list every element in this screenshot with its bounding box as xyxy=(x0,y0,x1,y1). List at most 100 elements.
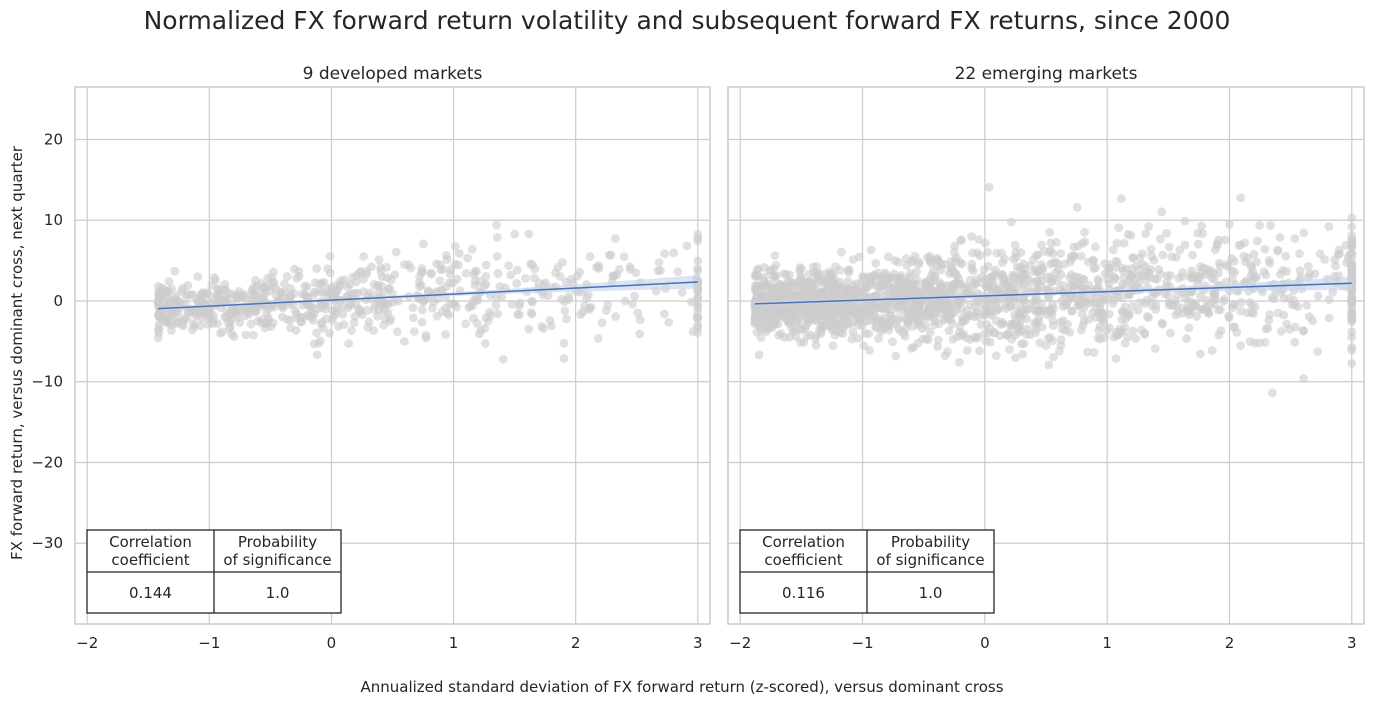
scatter-point xyxy=(1279,310,1289,320)
scatter-point xyxy=(928,266,938,276)
scatter-point xyxy=(848,255,858,264)
scatter-point xyxy=(461,268,471,278)
scatter-point xyxy=(1324,295,1334,305)
scatter-point xyxy=(528,297,537,307)
scatter-point xyxy=(1007,217,1016,227)
scatter-point xyxy=(1056,317,1066,327)
scatter-point xyxy=(593,334,603,343)
scatter-point xyxy=(1142,295,1152,305)
scatter-point xyxy=(256,279,266,288)
scatter-point xyxy=(154,328,164,338)
scatter-point xyxy=(620,296,630,306)
x-tick-label: −1 xyxy=(851,634,873,652)
scatter-point xyxy=(982,301,992,311)
scatter-point xyxy=(1104,268,1114,278)
scatter-point xyxy=(1275,233,1285,242)
scatter-point xyxy=(1214,330,1224,340)
scatter-point xyxy=(874,334,883,343)
scatter-point xyxy=(183,280,193,290)
scatter-point xyxy=(1347,358,1357,368)
x-tick-label: −1 xyxy=(198,634,220,652)
scatter-point xyxy=(417,267,427,277)
scatter-point xyxy=(793,281,803,290)
scatter-point xyxy=(480,323,490,333)
scatter-point xyxy=(1046,238,1056,248)
y-tick-label: −30 xyxy=(31,534,63,552)
scatter-point xyxy=(1142,312,1152,321)
scatter-point xyxy=(209,273,219,282)
scatter-point xyxy=(1009,279,1019,289)
scatter-point xyxy=(510,229,520,239)
scatter-point xyxy=(940,351,950,361)
scatter-point xyxy=(452,274,462,284)
scatter-point xyxy=(1133,305,1143,315)
scatter-point xyxy=(924,312,933,322)
scatter-point xyxy=(1114,223,1124,233)
scatter-point xyxy=(983,247,993,257)
scatter-point xyxy=(783,315,793,324)
scatter-point xyxy=(1178,272,1188,282)
scatter-point xyxy=(693,256,703,266)
y-tick-label: 10 xyxy=(44,211,63,229)
scatter-point xyxy=(1193,239,1203,249)
scatter-point xyxy=(876,327,886,336)
scatter-point xyxy=(752,281,762,291)
scatter-point xyxy=(1291,322,1300,332)
scatter-point xyxy=(854,313,864,322)
scatter-point xyxy=(908,256,918,265)
x-tick-label: 1 xyxy=(449,634,459,652)
scatter-point xyxy=(1264,256,1274,265)
scatter-point xyxy=(338,309,348,319)
scatter-point xyxy=(1140,330,1150,339)
scatter-point xyxy=(998,275,1008,285)
scatter-point xyxy=(905,272,915,282)
scatter-point xyxy=(286,323,295,333)
scatter-point xyxy=(1249,249,1259,259)
table-header: Probability of significance xyxy=(876,533,984,569)
scatter-point xyxy=(256,318,266,328)
panel-subtitle: 22 emerging markets xyxy=(955,64,1138,84)
scatter-point xyxy=(1299,228,1309,238)
scatter-point xyxy=(1175,245,1185,255)
scatter-point xyxy=(1094,308,1104,318)
scatter-point xyxy=(992,248,1002,258)
scatter-point xyxy=(507,299,517,309)
scatter-point xyxy=(765,311,775,320)
scatter-point xyxy=(543,291,553,300)
scatter-point xyxy=(934,335,943,345)
scatter-point xyxy=(907,343,916,353)
scatter-point xyxy=(472,318,482,328)
scatter-point xyxy=(421,333,431,343)
scatter-point xyxy=(1054,264,1063,274)
scatter-point xyxy=(1141,229,1151,239)
scatter-point xyxy=(606,250,616,260)
scatter-point xyxy=(450,259,460,269)
scatter-point xyxy=(1229,256,1239,266)
plot-frame xyxy=(74,86,711,625)
scatter-point xyxy=(1036,259,1046,269)
scatter-point xyxy=(354,304,363,314)
scatter-point xyxy=(392,327,402,337)
scatter-point xyxy=(559,338,569,348)
scatter-point xyxy=(576,310,586,319)
scatter-point xyxy=(1037,298,1046,308)
scatter-point xyxy=(766,289,776,299)
scatter-point xyxy=(597,318,607,328)
scatter-point xyxy=(993,304,1003,314)
scatter-point xyxy=(816,303,826,313)
scatter-point xyxy=(1089,264,1099,273)
scatter-point xyxy=(312,350,322,360)
x-tick-label: 3 xyxy=(1347,634,1357,652)
scatter-point xyxy=(952,305,961,315)
scatter-point xyxy=(1247,301,1257,311)
scatter-point xyxy=(818,286,828,296)
scatter-point xyxy=(537,322,547,331)
scatter-point xyxy=(1128,253,1138,263)
regression-line xyxy=(158,281,698,310)
scatter-point xyxy=(628,299,637,309)
scatter-point xyxy=(682,241,692,251)
scatter-point xyxy=(1232,328,1242,337)
scatter-point xyxy=(1080,237,1090,247)
scatter-point xyxy=(1135,297,1145,307)
